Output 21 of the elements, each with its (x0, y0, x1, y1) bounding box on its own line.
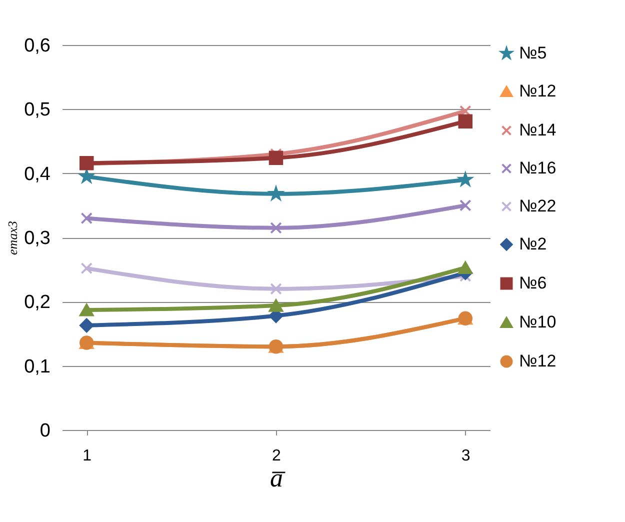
legend-label: №16 (519, 158, 556, 178)
y-tick-label: 0,4 (24, 164, 51, 185)
legend-label: №6 (519, 274, 547, 292)
legend-label: №22 (519, 196, 556, 216)
legend-label: №10 (519, 312, 556, 332)
x-axis-title: a̅ (270, 464, 286, 492)
y-tick-label: 0,5 (24, 100, 50, 121)
legend-label: №12 (519, 352, 556, 370)
y-axis-title: emax3 (5, 220, 20, 255)
y-tick-label: 0,1 (24, 356, 50, 378)
x-tick-label: 1 (82, 448, 92, 464)
y-tick-label: 0 (40, 420, 50, 442)
legend-label: №12 (519, 82, 556, 100)
y-tick-label: 0,3 (24, 228, 50, 249)
x-tick-label: 2 (272, 448, 282, 464)
x-tick-label: 3 (461, 448, 470, 464)
legend-label: №14 (519, 120, 556, 140)
y-tick-label: 0,6 (24, 36, 50, 56)
legend-label: №2 (519, 234, 547, 254)
legend-label: №5 (519, 44, 547, 62)
y-tick-label: 0,2 (24, 292, 50, 314)
